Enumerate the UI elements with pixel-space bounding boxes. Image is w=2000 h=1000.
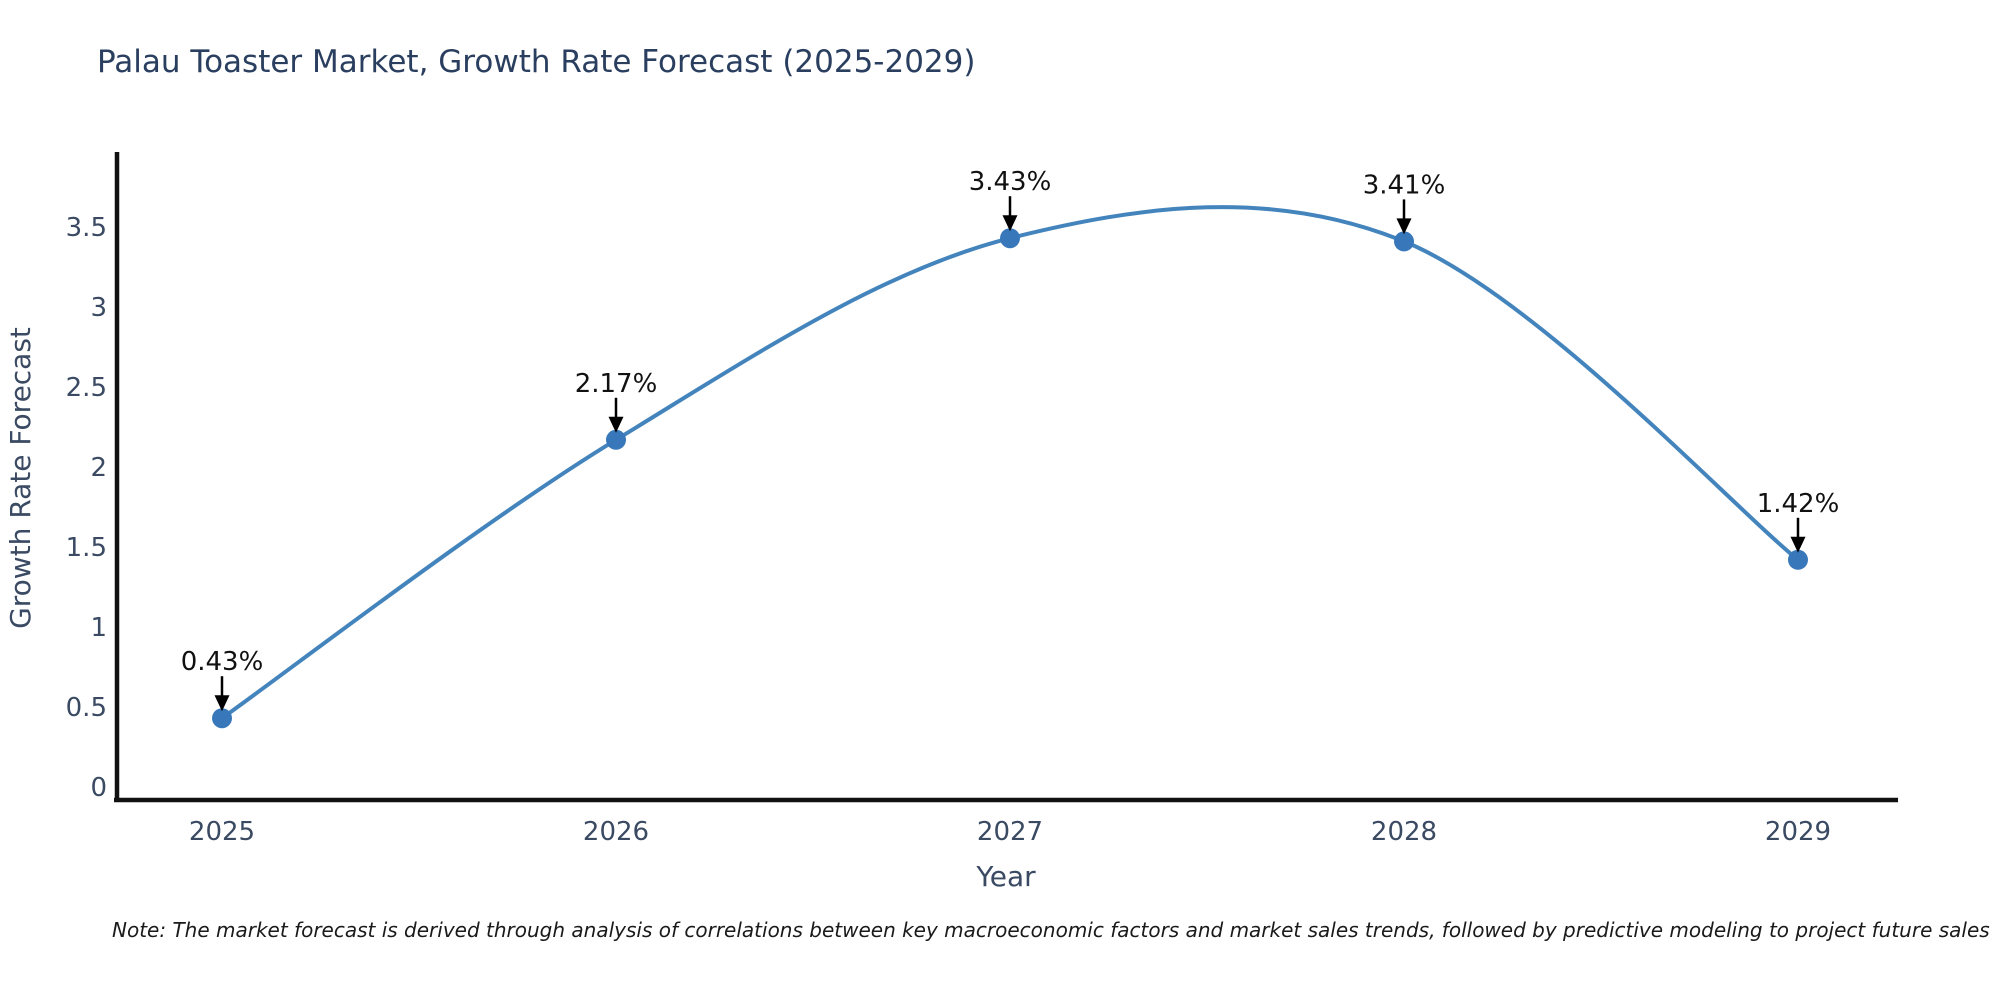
data-point-value-label: 1.42%	[1757, 489, 1840, 519]
y-tick-label: 3	[90, 293, 107, 323]
data-point-value-label: 2.17%	[575, 369, 658, 399]
data-point-marker	[1394, 231, 1414, 252]
x-tick-label: 2026	[583, 817, 649, 847]
y-tick-label: 1.5	[66, 533, 107, 563]
forecast-curve	[220, 205, 1800, 721]
data-point-marker	[212, 708, 232, 729]
data-point-value-label: 0.43%	[181, 647, 264, 677]
annotation-arrowhead-icon	[214, 695, 230, 712]
data-point-marker	[1788, 549, 1808, 570]
chart-title: Palau Toaster Market, Growth Rate Foreca…	[97, 44, 976, 80]
data-point-annotations: 0.43% 2.17% 3.43% 3.41% 1.42%	[181, 167, 1840, 712]
y-tick-label: 1	[90, 613, 107, 643]
data-point-value-label: 3.43%	[969, 167, 1052, 197]
x-tick-label: 2028	[1371, 817, 1437, 847]
y-tick-label: 2.5	[66, 373, 107, 403]
y-tick-label: 0	[90, 773, 107, 803]
annotation-arrowhead-icon	[1790, 536, 1806, 553]
x-axis-tick-labels: 2025 2026 2027 2028 2029	[189, 817, 1831, 847]
annotation-arrowhead-icon	[1396, 218, 1412, 235]
data-point-marker	[1000, 228, 1020, 249]
y-tick-label: 0.5	[66, 693, 107, 723]
y-tick-label: 2	[90, 453, 107, 483]
x-tick-label: 2029	[1765, 817, 1831, 847]
y-axis-tick-labels: 0 0.5 1 1.5 2 2.5 3 3.5	[66, 213, 107, 803]
x-axis-title: Year	[975, 860, 1036, 893]
y-tick-label: 3.5	[66, 213, 107, 243]
x-tick-label: 2027	[977, 817, 1043, 847]
footnote: Note: The market forecast is derived thr…	[112, 918, 1990, 942]
data-point-marker	[606, 429, 626, 450]
forecast-line-series	[212, 205, 1808, 729]
annotation-arrowhead-icon	[1002, 215, 1018, 232]
x-tick-label: 2025	[189, 817, 255, 847]
data-point-value-label: 3.41%	[1363, 170, 1446, 200]
annotation-arrowhead-icon	[608, 416, 624, 433]
y-axis-title: Growth Rate Forecast	[4, 327, 37, 629]
